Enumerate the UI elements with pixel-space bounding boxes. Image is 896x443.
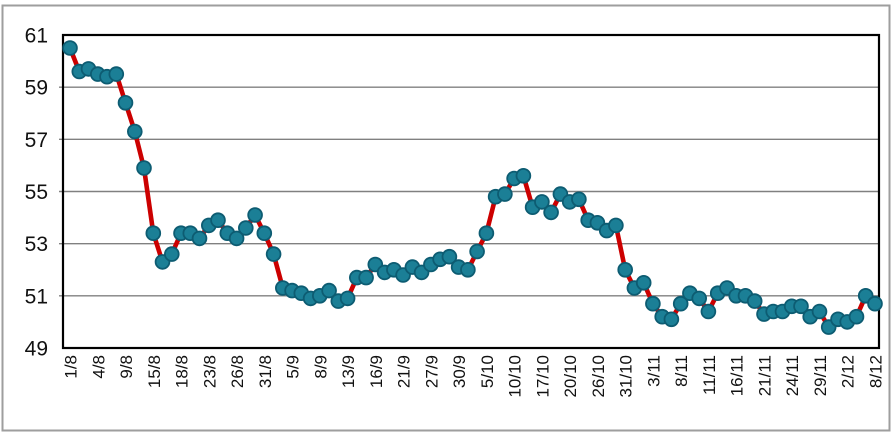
y-axis-tick-label: 57 [25,129,48,152]
data-point-marker [210,212,226,229]
y-axis-tick-label: 51 [25,285,48,308]
data-point-marker [571,191,587,208]
data-point-marker [478,225,495,242]
data-point-marker [617,261,633,278]
x-axis-tick-label: 21/11 [755,355,774,396]
x-axis-tick-label: 30/9 [450,355,469,388]
data-point-marker [265,246,282,262]
data-point-marker [460,261,476,278]
data-point-marker [108,66,125,82]
data-point-marker [793,298,809,315]
data-point-marker [543,204,559,221]
data-point-marker [164,246,180,262]
data-point-marker [441,248,458,265]
x-axis-tick-label: 3/11 [644,355,663,387]
y-axis-tick-label: 53 [25,233,48,256]
data-point-marker [663,311,680,328]
data-point-marker [321,282,337,299]
data-point-marker [256,225,273,242]
plot-frame [61,33,881,350]
data-point-marker [136,160,152,176]
x-axis-tick-label: 26/10 [589,355,608,398]
data-point-marker [515,168,532,184]
data-point-marker [469,243,485,260]
data-point-marker [62,40,78,56]
data-point-marker [127,123,143,140]
data-point-marker [645,295,661,312]
x-axis-tick-label: 8/12 [867,355,886,388]
x-axis-tick-label: 9/8 [117,355,136,379]
x-axis-tick-label: 1/8 [62,355,81,379]
x-axis-tick-label: 8/11 [672,355,691,387]
data-point-marker [811,303,828,320]
x-axis-tick-label: 13/9 [339,355,358,388]
x-axis-tick-label: 31/8 [256,355,275,388]
data-point-marker [608,217,624,234]
data-point-marker [117,95,134,111]
x-axis-tick-label: 10/10 [506,355,525,398]
data-point-marker [848,308,865,325]
x-axis-tick-label: 27/9 [422,355,441,388]
y-axis-tick-label: 49 [25,338,48,361]
x-axis-tick-label: 8/9 [311,355,330,379]
x-axis-tick-label: 4/8 [89,355,108,379]
data-point-marker [247,207,263,223]
data-point-marker [700,303,717,320]
data-point-marker [191,230,208,247]
figure-border [1,4,891,432]
data-point-marker [635,274,652,291]
x-axis-tick-label: 18/8 [173,355,192,388]
data-point-marker [358,269,374,286]
x-axis-tick-label: 11/11 [700,355,719,395]
x-axis-tick-label: 31/10 [617,355,636,398]
y-axis-tick-label: 55 [25,181,48,204]
data-series-line [67,45,878,330]
data-point-marker [145,225,162,242]
x-axis-tick-label: 17/10 [533,355,552,398]
x-axis-tick-label: 2/12 [839,355,858,388]
data-point-marker [691,290,707,307]
x-axis-tick-label: 16/9 [367,355,386,388]
x-axis-tick-label: 21/9 [395,355,414,388]
x-axis-tick-label: 20/10 [561,355,580,398]
data-point-marker [867,295,883,312]
x-axis-tick-label: 23/8 [200,355,219,388]
x-axis-tick-label: 24/11 [783,355,802,396]
data-point-marker [339,290,356,307]
y-axis-tick-label: 59 [25,77,48,100]
x-axis-tick-label: 29/11 [811,355,830,396]
x-axis-tick-label: 5/10 [478,355,497,388]
y-axis-tick-label: 61 [25,25,48,48]
data-point-marker [672,295,689,312]
x-axis-tick-label: 26/8 [228,355,247,388]
data-point-marker [534,194,550,210]
data-point-marker [497,186,513,202]
data-point-marker [228,230,245,247]
x-axis-tick-label: 5/9 [284,355,303,379]
data-point-marker [238,220,254,236]
x-axis-tick-label: 15/8 [145,355,164,388]
data-point-marker [746,293,763,309]
x-axis-tick-label: 16/11 [728,355,747,396]
